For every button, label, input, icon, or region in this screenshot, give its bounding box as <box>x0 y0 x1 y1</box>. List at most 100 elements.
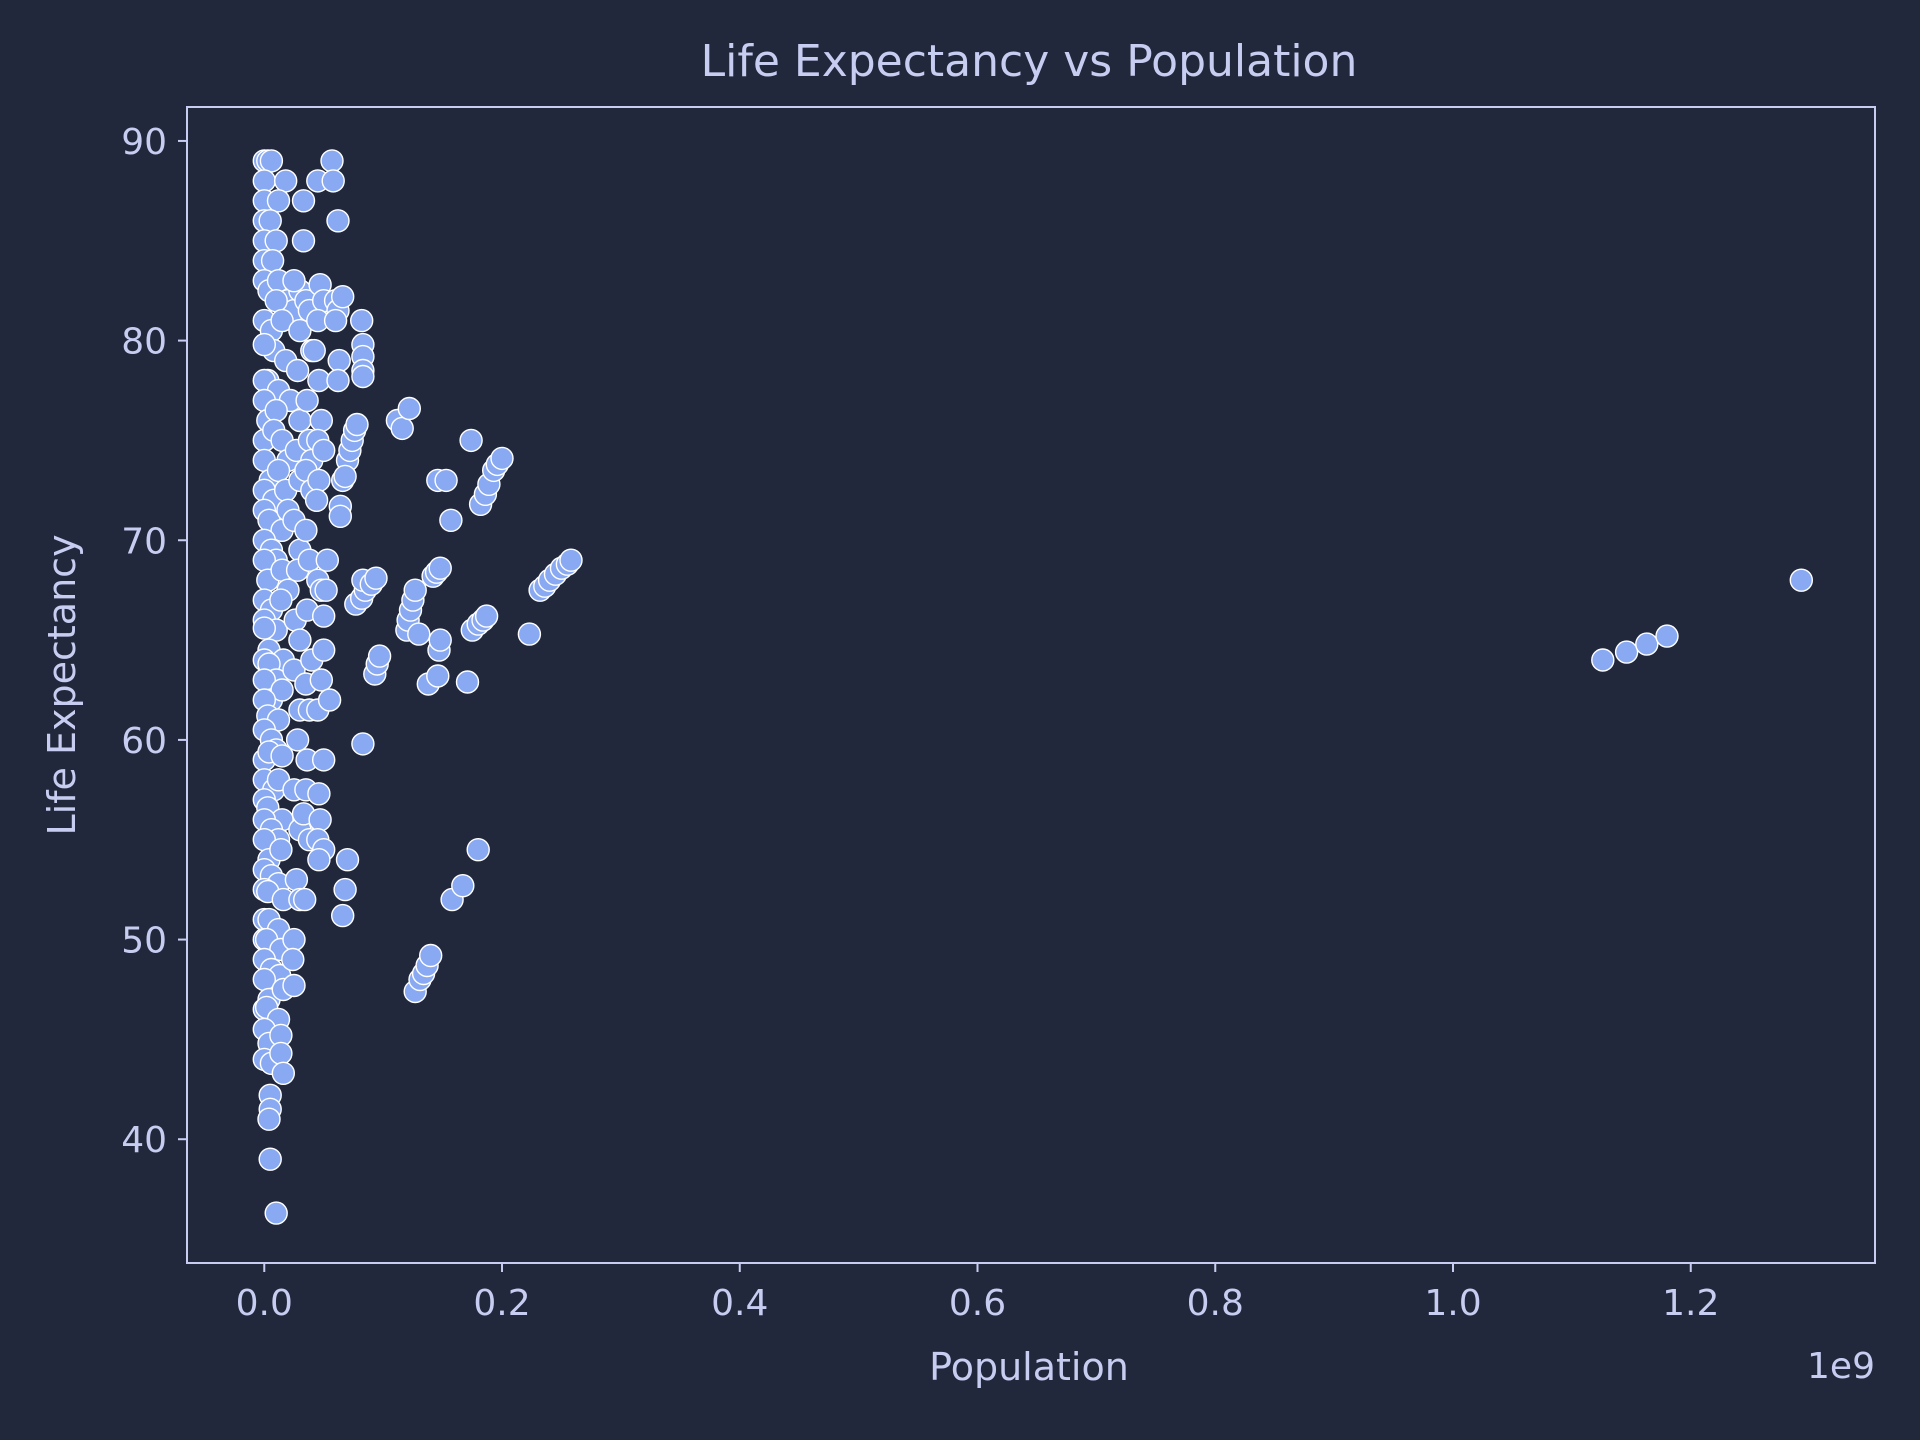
x-tick-label: 0.8 <box>1187 1283 1244 1324</box>
data-point <box>320 149 344 173</box>
data-point <box>350 308 374 333</box>
data-point <box>257 1107 281 1131</box>
x-axis-offset-label: 1e9 <box>1807 1346 1875 1387</box>
data-point <box>1655 624 1679 648</box>
data-point <box>291 189 316 213</box>
data-point <box>312 438 336 463</box>
data-point <box>367 644 392 668</box>
data-point <box>304 488 329 512</box>
data-point <box>270 744 294 768</box>
data-point <box>282 269 306 293</box>
data-point <box>419 943 443 968</box>
data-point <box>426 664 450 688</box>
x-tick-label: 1.2 <box>1662 1283 1719 1324</box>
x-tick-label: 1.0 <box>1424 1283 1481 1324</box>
data-point <box>451 874 475 898</box>
data-point <box>326 209 350 233</box>
data-point <box>315 548 339 572</box>
data-point <box>327 348 351 373</box>
data-point <box>403 578 427 602</box>
data-point <box>302 338 326 363</box>
y-tick-label: 70 <box>121 521 167 562</box>
data-point <box>434 468 458 493</box>
data-point <box>282 927 306 952</box>
data-point <box>270 308 294 333</box>
data-point <box>269 1041 293 1066</box>
y-tick-label: 80 <box>121 322 167 363</box>
data-point <box>490 446 514 471</box>
data-point <box>321 169 345 193</box>
x-tick-label: 0.4 <box>711 1283 768 1324</box>
data-point <box>282 973 306 998</box>
data-point <box>1789 568 1814 592</box>
data-point <box>259 149 284 173</box>
data-point <box>314 578 338 602</box>
data-point <box>307 848 331 872</box>
data-point <box>258 209 282 233</box>
data-point <box>308 808 332 832</box>
data-point <box>439 508 463 532</box>
data-point <box>312 748 336 772</box>
data-point <box>312 638 336 662</box>
data-point <box>264 229 288 253</box>
data-point <box>364 566 388 590</box>
data-point <box>1591 648 1615 672</box>
data-point <box>323 308 348 333</box>
data-point <box>281 947 305 972</box>
data-point <box>252 169 276 193</box>
data-point <box>284 868 309 892</box>
data-point <box>309 668 333 692</box>
data-point <box>559 548 583 572</box>
data-point <box>274 169 298 193</box>
data-point <box>317 688 342 712</box>
plot-frame <box>186 106 1876 1264</box>
x-tick-label: 0.6 <box>949 1283 1006 1324</box>
data-point <box>328 504 352 528</box>
data-point <box>264 1201 288 1225</box>
data-point <box>288 318 312 343</box>
data-point <box>345 412 369 437</box>
data-point <box>288 628 312 652</box>
y-tick-label: 60 <box>121 721 167 762</box>
data-point <box>307 782 331 806</box>
data-point <box>466 838 490 862</box>
data-point <box>309 408 333 433</box>
data-point <box>407 622 431 646</box>
data-point <box>291 229 316 253</box>
data-point <box>258 1147 282 1171</box>
data-point <box>260 249 285 273</box>
x-axis-label: Population <box>929 1345 1129 1389</box>
x-tick-label: 0.0 <box>236 1283 293 1324</box>
data-point <box>1614 640 1639 664</box>
y-tick-label: 40 <box>121 1120 167 1161</box>
chart-title: Life Expectancy vs Population <box>701 36 1358 87</box>
data-point <box>312 604 336 628</box>
x-axis: 0.0 0.2 0.4 0.6 0.8 1.0 1.2 <box>236 1263 1719 1324</box>
data-point <box>390 416 414 441</box>
data-point <box>270 678 294 702</box>
data-point <box>397 396 421 421</box>
data-point <box>295 388 319 413</box>
data-point <box>351 732 375 756</box>
data-point <box>285 728 310 752</box>
data-point <box>455 670 480 694</box>
data-point <box>428 628 452 652</box>
data-point <box>428 556 452 580</box>
data-point <box>333 877 357 902</box>
data-point <box>269 588 293 612</box>
data-point <box>459 428 483 453</box>
data-point <box>264 398 288 423</box>
data-point <box>266 189 291 213</box>
data-point <box>266 458 291 483</box>
data-point <box>293 887 317 912</box>
data-point <box>331 903 355 928</box>
data-point <box>271 1061 295 1086</box>
data-point <box>288 408 312 433</box>
data-point <box>333 464 357 489</box>
data-point <box>326 368 350 393</box>
data-point <box>252 332 276 357</box>
data-point <box>351 364 375 389</box>
data-point <box>294 518 318 542</box>
data-point <box>1635 632 1659 656</box>
